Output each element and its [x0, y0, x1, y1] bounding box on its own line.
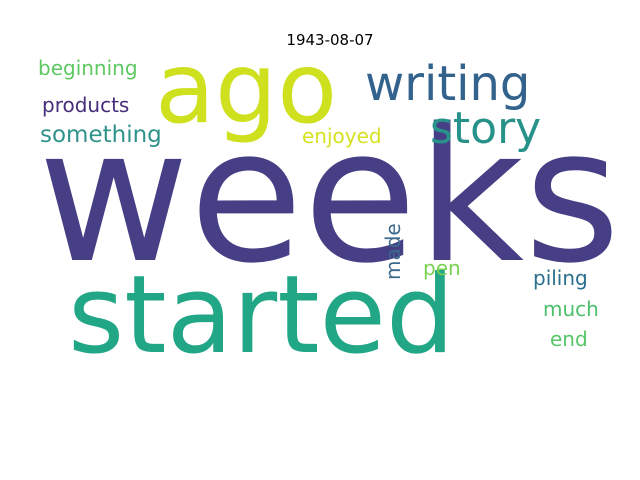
word-much: much [543, 297, 599, 321]
word-enjoyed: enjoyed [302, 124, 382, 148]
word-ago: ago [155, 32, 337, 146]
word-made: made [381, 223, 405, 280]
word-end: end [550, 327, 588, 351]
word-something: something [40, 122, 162, 148]
word-started: started [68, 253, 455, 378]
word-piling: piling [533, 266, 588, 290]
word-writing: writing [365, 56, 530, 112]
word-pen: pen [423, 256, 461, 280]
word-weeks: weeks [38, 88, 620, 304]
word-beginning: beginning [38, 56, 138, 80]
word-story: story [430, 103, 541, 154]
chart-title: 1943-08-07 [286, 31, 374, 49]
word-products: products [42, 93, 129, 117]
